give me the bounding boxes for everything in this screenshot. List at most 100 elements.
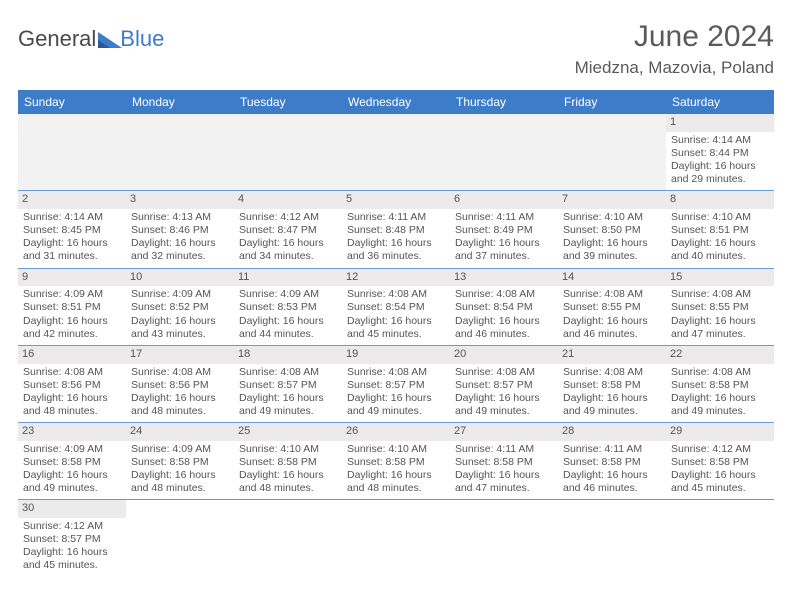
sunrise-text: Sunrise: 4:13 AM [131, 211, 229, 224]
day-header: Sunday [18, 90, 126, 114]
daylight-text: Daylight: 16 hours [23, 392, 121, 405]
daylight-text: and 46 minutes. [563, 328, 661, 341]
sunrise-text: Sunrise: 4:12 AM [23, 520, 121, 533]
daylight-text: and 49 minutes. [563, 405, 661, 418]
sunrise-text: Sunrise: 4:11 AM [455, 443, 553, 456]
calendar-cell: 10Sunrise: 4:09 AMSunset: 8:52 PMDayligh… [126, 268, 234, 345]
day-header-row: SundayMondayTuesdayWednesdayThursdayFrid… [18, 90, 774, 114]
sunset-text: Sunset: 8:55 PM [671, 301, 769, 314]
brand-part2: Blue [120, 26, 164, 52]
month-title: June 2024 [575, 20, 774, 54]
sunset-text: Sunset: 8:55 PM [563, 301, 661, 314]
page-header: General Blue June 2024 Miedzna, Mazovia,… [18, 20, 774, 84]
sunset-text: Sunset: 8:52 PM [131, 301, 229, 314]
sunset-text: Sunset: 8:57 PM [239, 379, 337, 392]
sunrise-text: Sunrise: 4:10 AM [239, 443, 337, 456]
day-number: 29 [666, 423, 774, 441]
calendar-row: 23Sunrise: 4:09 AMSunset: 8:58 PMDayligh… [18, 423, 774, 500]
calendar-cell-empty [18, 114, 126, 191]
daylight-text: Daylight: 16 hours [239, 469, 337, 482]
sunset-text: Sunset: 8:58 PM [347, 456, 445, 469]
sunset-text: Sunset: 8:45 PM [23, 224, 121, 237]
calendar-cell: 8Sunrise: 4:10 AMSunset: 8:51 PMDaylight… [666, 191, 774, 268]
sunset-text: Sunset: 8:48 PM [347, 224, 445, 237]
sunset-text: Sunset: 8:49 PM [455, 224, 553, 237]
calendar-cell: 11Sunrise: 4:09 AMSunset: 8:53 PMDayligh… [234, 268, 342, 345]
day-header: Friday [558, 90, 666, 114]
calendar-cell: 28Sunrise: 4:11 AMSunset: 8:58 PMDayligh… [558, 423, 666, 500]
daylight-text: Daylight: 16 hours [23, 315, 121, 328]
sunset-text: Sunset: 8:44 PM [671, 147, 769, 160]
calendar-cell: 13Sunrise: 4:08 AMSunset: 8:54 PMDayligh… [450, 268, 558, 345]
calendar-cell: 25Sunrise: 4:10 AMSunset: 8:58 PMDayligh… [234, 423, 342, 500]
daylight-text: Daylight: 16 hours [671, 315, 769, 328]
calendar-row: 9Sunrise: 4:09 AMSunset: 8:51 PMDaylight… [18, 268, 774, 345]
sunset-text: Sunset: 8:58 PM [671, 456, 769, 469]
day-number: 4 [234, 191, 342, 209]
daylight-text: Daylight: 16 hours [23, 237, 121, 250]
sunset-text: Sunset: 8:58 PM [671, 379, 769, 392]
sunset-text: Sunset: 8:58 PM [563, 456, 661, 469]
daylight-text: Daylight: 16 hours [671, 160, 769, 173]
daylight-text: Daylight: 16 hours [563, 315, 661, 328]
daylight-text: Daylight: 16 hours [131, 237, 229, 250]
sunrise-text: Sunrise: 4:08 AM [563, 288, 661, 301]
sunset-text: Sunset: 8:58 PM [455, 456, 553, 469]
sunrise-text: Sunrise: 4:08 AM [23, 366, 121, 379]
calendar-cell: 21Sunrise: 4:08 AMSunset: 8:58 PMDayligh… [558, 345, 666, 422]
sunset-text: Sunset: 8:51 PM [671, 224, 769, 237]
daylight-text: Daylight: 16 hours [23, 546, 121, 559]
calendar-row: 2Sunrise: 4:14 AMSunset: 8:45 PMDaylight… [18, 191, 774, 268]
calendar-cell: 2Sunrise: 4:14 AMSunset: 8:45 PMDaylight… [18, 191, 126, 268]
calendar-cell: 15Sunrise: 4:08 AMSunset: 8:55 PMDayligh… [666, 268, 774, 345]
calendar-cell-empty [126, 114, 234, 191]
day-number: 20 [450, 346, 558, 364]
daylight-text: and 47 minutes. [455, 482, 553, 495]
daylight-text: Daylight: 16 hours [131, 315, 229, 328]
daylight-text: and 48 minutes. [23, 405, 121, 418]
calendar-cell: 14Sunrise: 4:08 AMSunset: 8:55 PMDayligh… [558, 268, 666, 345]
daylight-text: Daylight: 16 hours [563, 469, 661, 482]
calendar-cell: 7Sunrise: 4:10 AMSunset: 8:50 PMDaylight… [558, 191, 666, 268]
location: Miedzna, Mazovia, Poland [575, 58, 774, 78]
daylight-text: and 44 minutes. [239, 328, 337, 341]
day-number: 7 [558, 191, 666, 209]
calendar-cell: 22Sunrise: 4:08 AMSunset: 8:58 PMDayligh… [666, 345, 774, 422]
daylight-text: Daylight: 16 hours [563, 392, 661, 405]
daylight-text: and 48 minutes. [131, 405, 229, 418]
calendar-cell: 6Sunrise: 4:11 AMSunset: 8:49 PMDaylight… [450, 191, 558, 268]
day-number: 13 [450, 269, 558, 287]
day-number: 18 [234, 346, 342, 364]
sunset-text: Sunset: 8:53 PM [239, 301, 337, 314]
daylight-text: and 45 minutes. [23, 559, 121, 572]
day-number: 17 [126, 346, 234, 364]
calendar-cell-empty [558, 500, 666, 577]
sunrise-text: Sunrise: 4:14 AM [671, 134, 769, 147]
daylight-text: and 42 minutes. [23, 328, 121, 341]
sunrise-text: Sunrise: 4:11 AM [347, 211, 445, 224]
day-number: 11 [234, 269, 342, 287]
daylight-text: Daylight: 16 hours [23, 469, 121, 482]
day-number: 22 [666, 346, 774, 364]
daylight-text: Daylight: 16 hours [347, 392, 445, 405]
title-block: June 2024 Miedzna, Mazovia, Poland [575, 20, 774, 84]
sunrise-text: Sunrise: 4:09 AM [23, 288, 121, 301]
sunset-text: Sunset: 8:54 PM [455, 301, 553, 314]
calendar-cell: 18Sunrise: 4:08 AMSunset: 8:57 PMDayligh… [234, 345, 342, 422]
sunset-text: Sunset: 8:57 PM [455, 379, 553, 392]
calendar-cell: 1Sunrise: 4:14 AMSunset: 8:44 PMDaylight… [666, 114, 774, 191]
daylight-text: and 48 minutes. [347, 482, 445, 495]
sunset-text: Sunset: 8:46 PM [131, 224, 229, 237]
daylight-text: and 43 minutes. [131, 328, 229, 341]
sunrise-text: Sunrise: 4:08 AM [239, 366, 337, 379]
sunrise-text: Sunrise: 4:11 AM [455, 211, 553, 224]
calendar-cell: 4Sunrise: 4:12 AMSunset: 8:47 PMDaylight… [234, 191, 342, 268]
sunrise-text: Sunrise: 4:08 AM [671, 288, 769, 301]
daylight-text: and 49 minutes. [347, 405, 445, 418]
daylight-text: and 48 minutes. [131, 482, 229, 495]
daylight-text: Daylight: 16 hours [239, 315, 337, 328]
daylight-text: Daylight: 16 hours [455, 315, 553, 328]
daylight-text: Daylight: 16 hours [563, 237, 661, 250]
day-number: 15 [666, 269, 774, 287]
sunset-text: Sunset: 8:50 PM [563, 224, 661, 237]
